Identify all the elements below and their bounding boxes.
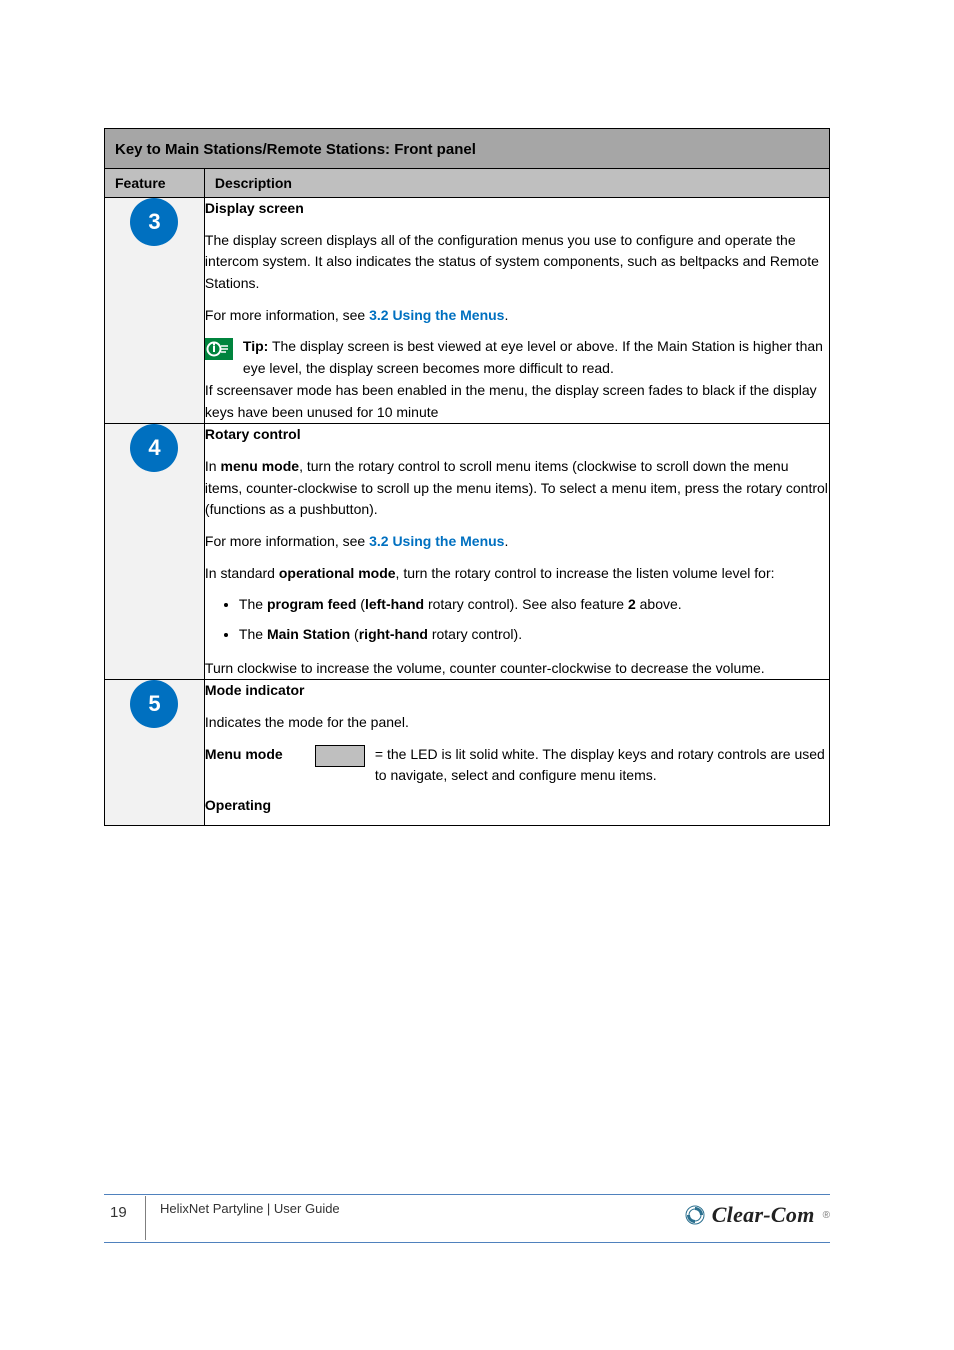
footer-rule xyxy=(104,1194,830,1195)
tip-block: Tip: The display screen is best viewed a… xyxy=(205,336,829,379)
mode-row: Menu mode = the LED is lit solid white. … xyxy=(205,744,829,787)
table-row: 4 Rotary control In menu mode, turn the … xyxy=(105,424,830,680)
brand-icon xyxy=(684,1204,706,1226)
mode-row: Operating xyxy=(205,795,829,817)
page-number: 19 xyxy=(110,1204,127,1221)
mode-description: = the LED is lit solid white. The displa… xyxy=(375,744,829,787)
bullet-list: The program feed (left-hand rotary contr… xyxy=(205,594,829,645)
brand-logo: Clear-Com ® xyxy=(684,1202,830,1228)
footer-divider xyxy=(145,1196,146,1240)
cross-ref-link[interactable]: 3.2 Using the Menus xyxy=(369,533,504,549)
row-paragraph: If screensaver mode has been enabled in … xyxy=(205,380,829,423)
registered-mark: ® xyxy=(823,1210,830,1221)
row-paragraph: For more information, see 3.2 Using the … xyxy=(205,305,829,327)
doc-title: HelixNet Partyline | User Guide xyxy=(160,1200,340,1218)
description-cell: Mode indicator Indicates the mode for th… xyxy=(204,680,829,825)
table-row: 3 Display screen The display screen disp… xyxy=(105,198,830,424)
row-paragraph: Turn clockwise to increase the volume, c… xyxy=(205,658,829,680)
mode-label: Operating xyxy=(205,795,305,817)
feature-badge-4: 4 xyxy=(130,424,178,472)
list-item: The program feed (left-hand rotary contr… xyxy=(239,594,829,616)
table-title: Key to Main Stations/Remote Stations: Fr… xyxy=(105,129,830,169)
row-paragraph: In standard operational mode, turn the r… xyxy=(205,563,829,585)
front-panel-key-table: Key to Main Stations/Remote Stations: Fr… xyxy=(104,128,830,826)
row-paragraph: Indicates the mode for the panel. xyxy=(205,712,829,734)
cross-ref-link[interactable]: 3.2 Using the Menus xyxy=(369,307,504,323)
row-heading: Rotary control xyxy=(205,426,301,442)
mode-indicator-swatch xyxy=(315,745,365,767)
mode-label: Menu mode xyxy=(205,744,305,766)
row-paragraph: The display screen displays all of the c… xyxy=(205,230,829,295)
description-cell: Display screen The display screen displa… xyxy=(204,198,829,424)
feature-badge-3: 3 xyxy=(130,198,178,246)
row-paragraph: In menu mode, turn the rotary control to… xyxy=(205,456,829,521)
feature-cell: 4 xyxy=(105,424,205,680)
col-header-feature: Feature xyxy=(105,169,205,198)
description-cell: Rotary control In menu mode, turn the ro… xyxy=(204,424,829,680)
row-paragraph: For more information, see 3.2 Using the … xyxy=(205,531,829,553)
row-heading: Mode indicator xyxy=(205,682,305,698)
feature-cell: 5 xyxy=(105,680,205,825)
footer-rule xyxy=(104,1242,830,1243)
list-item: The Main Station (right-hand rotary cont… xyxy=(239,624,829,646)
row-heading: Display screen xyxy=(205,200,304,216)
tip-icon xyxy=(205,338,233,367)
brand-text: Clear-Com xyxy=(712,1202,815,1228)
feature-badge-5: 5 xyxy=(130,680,178,728)
tip-text: Tip: The display screen is best viewed a… xyxy=(243,336,829,379)
col-header-description: Description xyxy=(204,169,829,198)
table-row: 5 Mode indicator Indicates the mode for … xyxy=(105,680,830,825)
feature-cell: 3 xyxy=(105,198,205,424)
